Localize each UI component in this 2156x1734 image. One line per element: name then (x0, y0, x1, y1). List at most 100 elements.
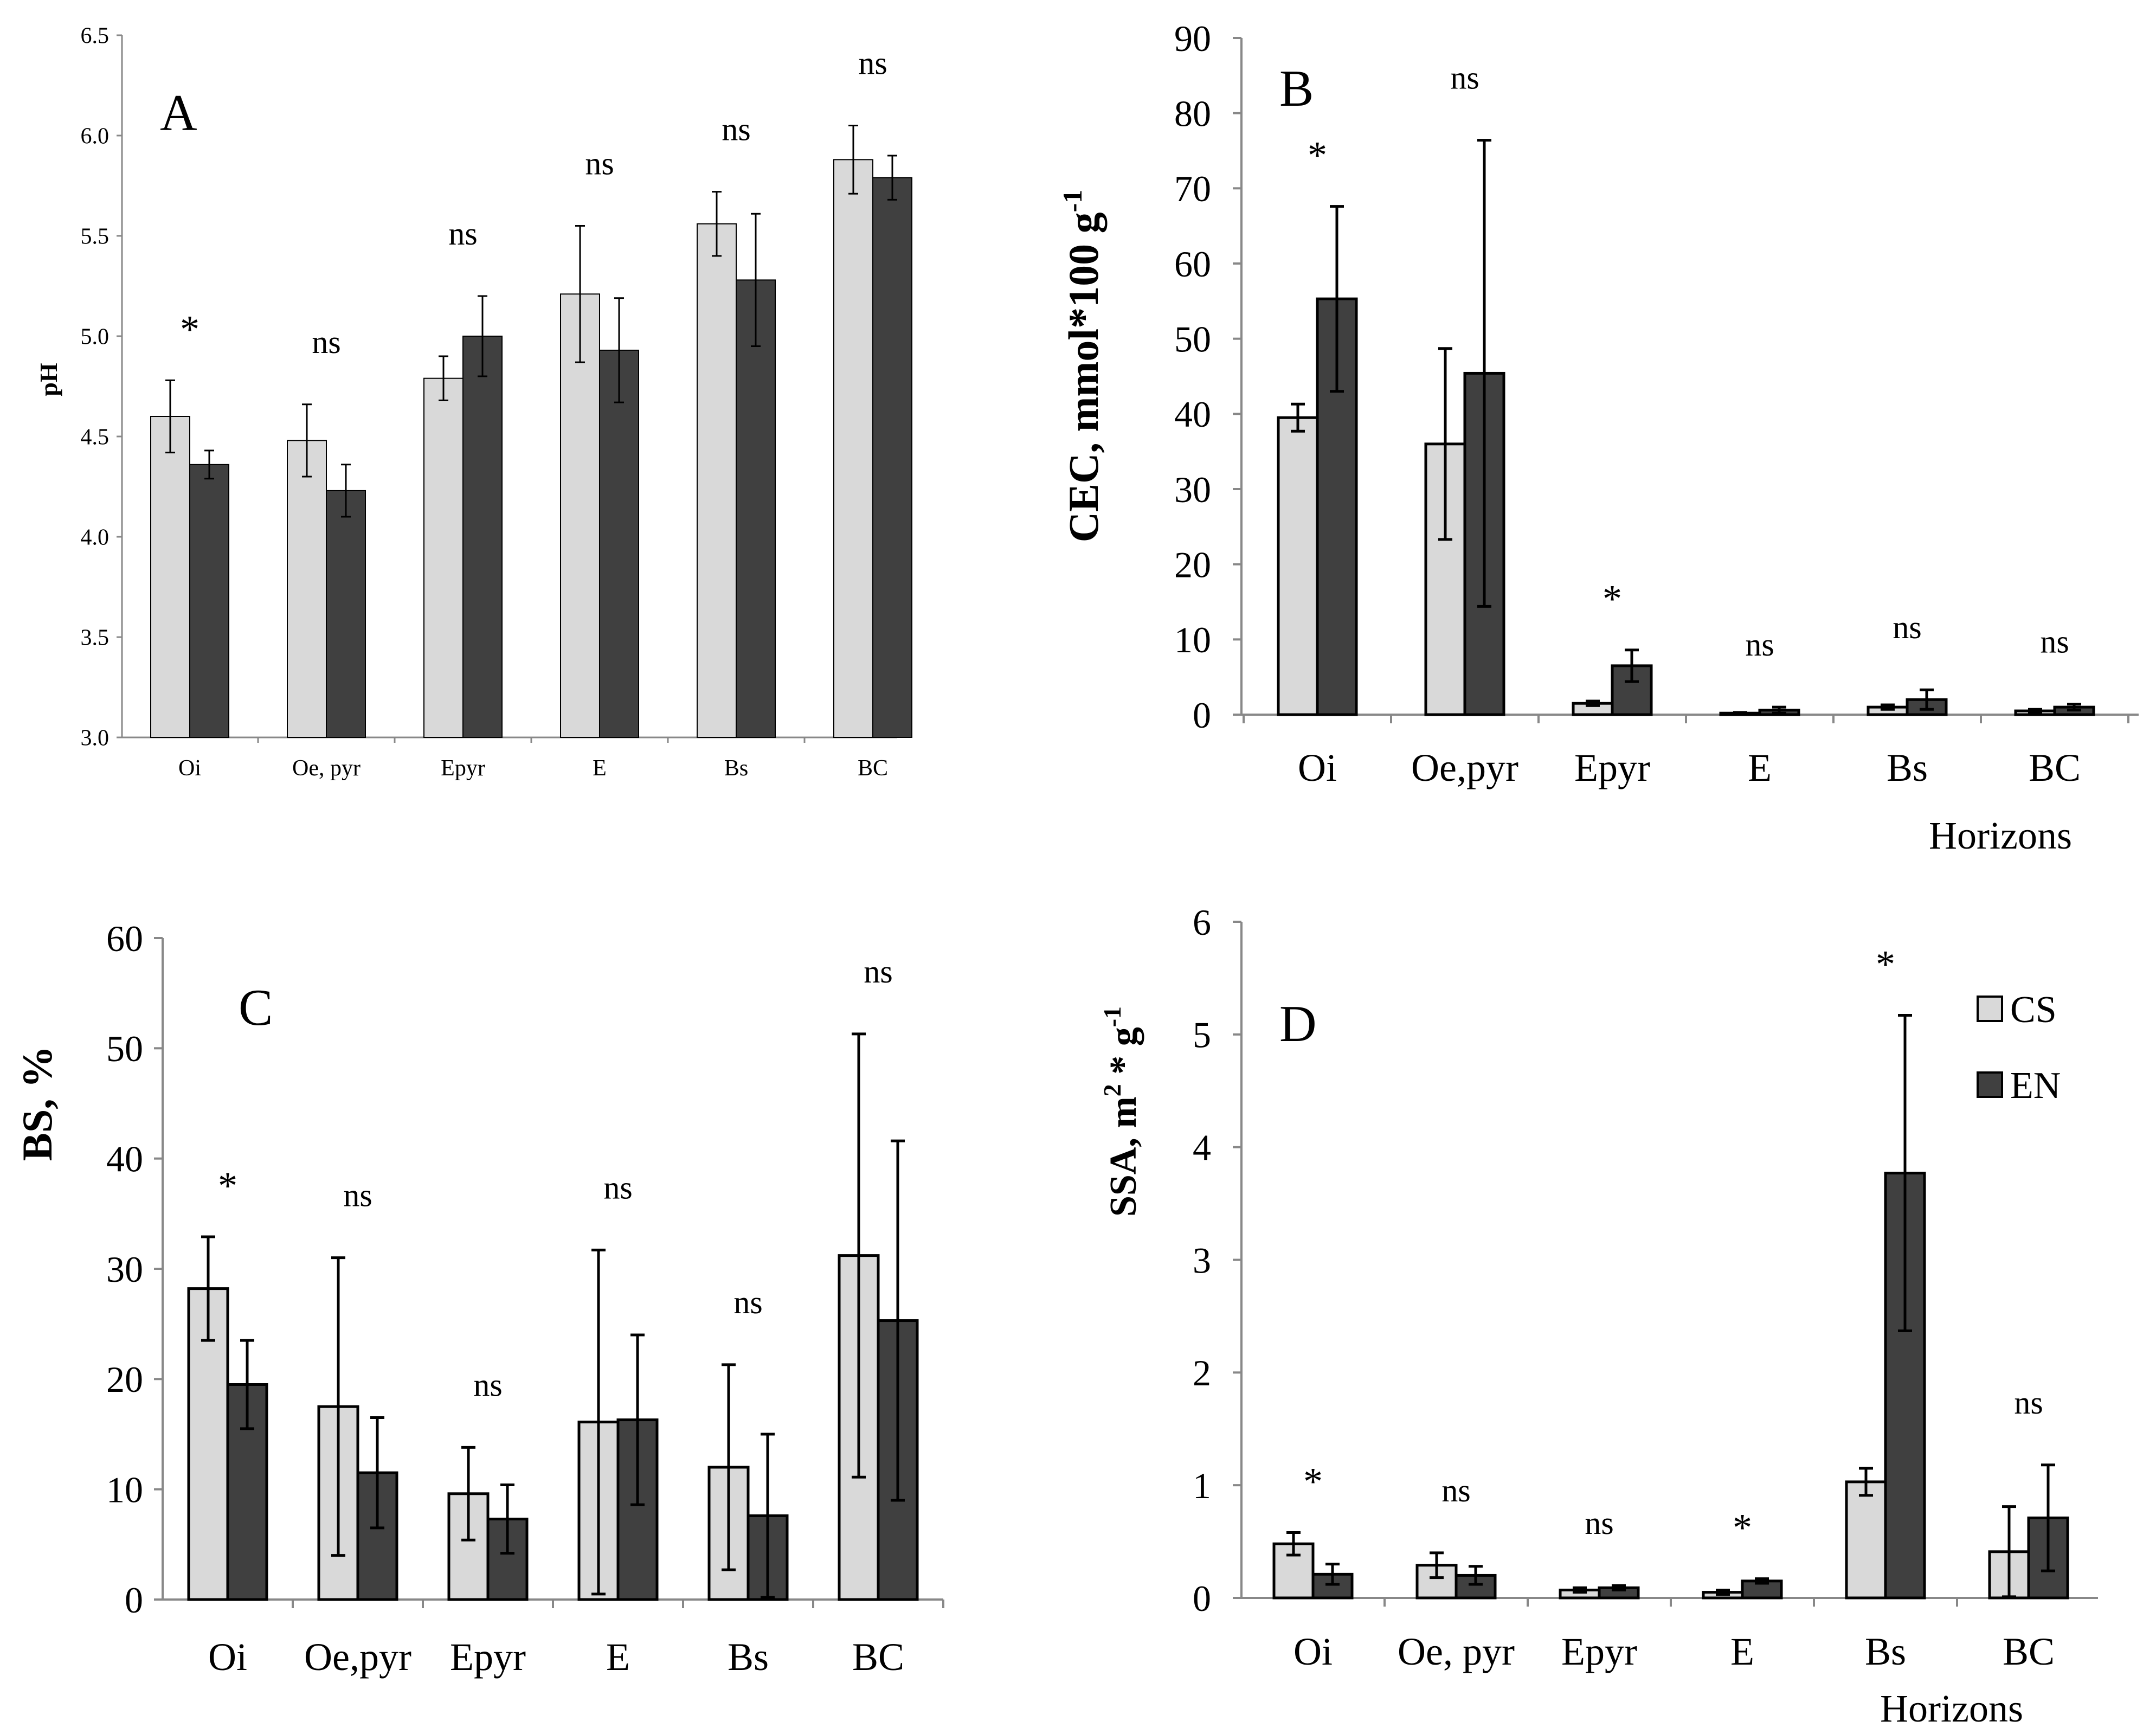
significance-label-a: ns (858, 46, 887, 81)
panel-label-d: D (1279, 995, 1317, 1052)
y-tick-label-b: 60 (1174, 243, 1211, 285)
y-tick-label-c: 30 (106, 1249, 143, 1290)
y-axis-title-ssa: SSA, m2 * g-1 (1098, 1006, 1144, 1217)
bar-a-en (599, 349, 639, 738)
y-tick-label-c: 60 (106, 918, 143, 959)
legend-swatch-en (1977, 1071, 2003, 1098)
x-tick-label-c: Oe,pyr (304, 1635, 411, 1679)
x-tick-label-c: Oi (208, 1635, 247, 1679)
x-axis-title-b: Horizons (1929, 814, 2072, 857)
x-tick-label-b: Oi (1298, 746, 1337, 789)
y-tick-label-a: 3.0 (81, 726, 110, 751)
x-tick-label-a: Oi (178, 756, 201, 781)
y-axis-title-ssa-sup2: -1 (1098, 1006, 1126, 1027)
x-tick-label-d: Bs (1865, 1630, 1906, 1673)
significance-label-c: ns (473, 1367, 502, 1403)
significance-label-d: ns (2014, 1385, 2043, 1421)
y-tick-label-b: 30 (1174, 469, 1211, 510)
y-tick-label-c: 20 (106, 1359, 143, 1400)
panel-a: A pH 3.0 3.5 4.0 4.5 5.0 5.5 6.0 6.5 Oi * Oe, pyr n… (35, 24, 912, 781)
y-tick-label-d: 5 (1193, 1014, 1211, 1056)
significance-label-d: * (1733, 1506, 1752, 1550)
significance-label-a: ns (585, 146, 614, 182)
y-tick-label-b: 70 (1174, 168, 1211, 209)
y-tick-label-a: 4.0 (81, 525, 110, 550)
y-tick-label-c: 10 (106, 1469, 143, 1510)
y-axis-title-cec: CEC, mmol*100 g-1 (1057, 190, 1107, 542)
bar-a-en (736, 279, 776, 738)
significance-label-d: * (1303, 1460, 1323, 1503)
y-tick-label-a: 6.0 (81, 124, 110, 149)
legend-label-en: EN (2010, 1065, 2061, 1107)
panel-label-c: C (239, 979, 273, 1036)
x-tick-label-a: BC (858, 756, 888, 781)
y-tick-label-b: 90 (1174, 18, 1211, 59)
bar-d-en (1311, 1572, 1354, 1600)
bar-a-cs (150, 416, 190, 738)
bar-a-en (462, 336, 503, 738)
x-tick-label-d: E (1730, 1630, 1754, 1673)
bar-a-cs (287, 440, 327, 738)
significance-label-a: ns (722, 112, 750, 147)
y-tick-label-d: 2 (1193, 1352, 1211, 1393)
significance-label-b: ns (1893, 609, 1921, 645)
legend: CS EN (1977, 989, 2061, 1107)
panel-b: B CEC, mmol*100 g-1 Horizons 0 10 20 30 40 50… (1057, 18, 2139, 857)
y-tick-label-a: 5.0 (81, 325, 110, 350)
bar-b-cs (1277, 416, 1319, 716)
x-tick-label-b: Bs (1887, 746, 1928, 789)
bar-a-en (326, 490, 366, 738)
bar-a-en (189, 464, 229, 738)
legend-label-cs: CS (2010, 989, 2057, 1031)
significance-label-b: * (1308, 134, 1327, 177)
significance-label-c: ns (343, 1178, 372, 1213)
x-tick-label-b: Oe,pyr (1411, 746, 1518, 789)
significance-label-a: ns (312, 324, 340, 360)
x-tick-label-d: Epyr (1561, 1630, 1637, 1673)
y-axis-title-bs: BS, % (14, 1046, 61, 1161)
x-tick-label-b: Epyr (1574, 746, 1650, 789)
y-tick-label-b: 50 (1174, 318, 1211, 359)
bar-a-cs (833, 159, 873, 738)
x-tick-label-c: E (606, 1635, 630, 1679)
panel-d: D SSA, m2 * g-1 Horizons CS EN 0123456Oi… (1098, 902, 2098, 1730)
y-tick-label-d: 6 (1193, 902, 1211, 943)
y-tick-label-b: 20 (1174, 544, 1211, 585)
y-axis-title-ssa-sup1: 2 (1098, 1084, 1126, 1096)
panel-label-b: B (1279, 60, 1314, 117)
y-tick-label-d: 4 (1193, 1127, 1211, 1168)
y-tick-label-b: 0 (1193, 695, 1211, 736)
y-tick-label-c: 50 (106, 1028, 143, 1069)
x-tick-label-b: E (1748, 746, 1772, 789)
x-tick-label-c: BC (852, 1635, 904, 1679)
y-axis-title-ph: pH (35, 363, 62, 396)
x-tick-label-a: Oe, pyr (292, 756, 361, 781)
y-axis-title-ssa-mid: * g (1103, 1027, 1144, 1084)
significance-label-c: * (218, 1164, 237, 1208)
y-tick-label-a: 5.5 (81, 224, 110, 249)
y-tick-label-c: 40 (106, 1138, 143, 1179)
y-tick-label-a: 4.5 (81, 425, 110, 450)
significance-label-b: ns (1745, 627, 1774, 663)
x-tick-label-a: Bs (724, 756, 748, 781)
x-tick-label-d: Oi (1293, 1630, 1333, 1673)
significance-label-b: ns (2040, 624, 2069, 660)
x-tick-label-a: Epyr (441, 756, 485, 781)
x-axis-title-d: Horizons (1880, 1687, 2023, 1730)
x-tick-label-c: Bs (728, 1635, 769, 1679)
significance-label-d: ns (1441, 1473, 1470, 1508)
y-tick-label-a: 6.5 (81, 24, 110, 49)
x-tick-label-d: BC (2003, 1630, 2055, 1673)
y-tick-label-b: 40 (1174, 394, 1211, 435)
y-axis-title-cec-superscript: -1 (1057, 190, 1087, 213)
y-tick-label-d: 3 (1193, 1240, 1211, 1281)
y-tick-label-a: 3.5 (81, 626, 110, 651)
significance-label-c: ns (603, 1170, 632, 1205)
panel-c: C BS, % 0 10 20 30 40 50 60 Oi * Oe,pyr ns Epyr ns En… (14, 918, 944, 1679)
y-tick-label-b: 10 (1174, 619, 1211, 660)
significance-label-b: * (1602, 577, 1622, 621)
y-axis-title-ssa-text: SSA, m (1103, 1096, 1144, 1217)
significance-label-d: * (1876, 943, 1895, 986)
x-tick-label-d: Oe, pyr (1398, 1630, 1515, 1673)
